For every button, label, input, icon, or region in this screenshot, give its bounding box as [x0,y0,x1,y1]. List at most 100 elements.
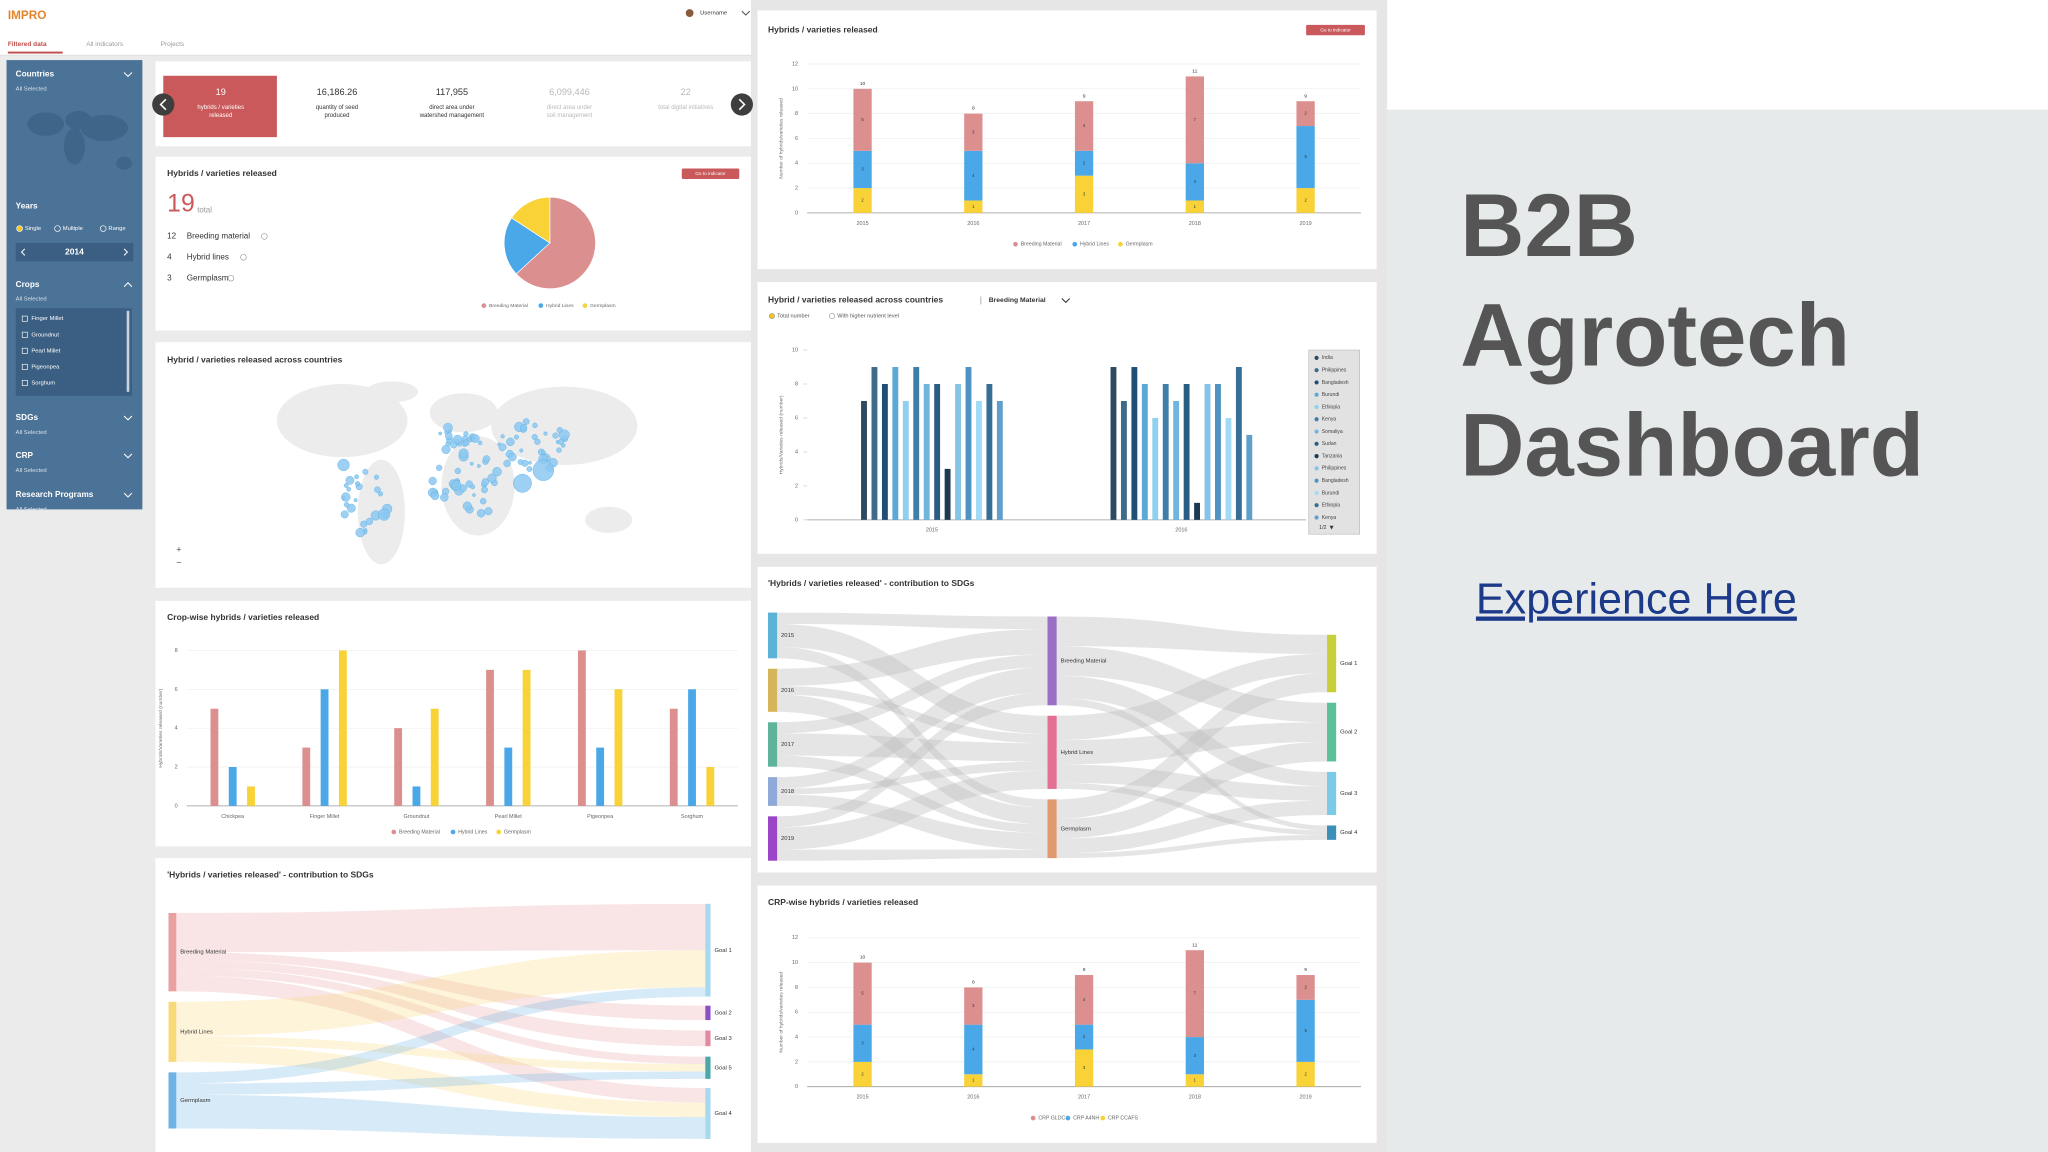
bar-segment [1296,188,1315,213]
sankey-link [1056,782,1328,836]
user-name[interactable]: Username [700,11,727,17]
x-tick-label: 2017 [1078,221,1090,227]
radio-label: Multiple [63,226,83,232]
promo-title: B2B [1460,176,1638,275]
radio[interactable] [16,225,23,232]
kpi-nav-arrow [159,98,167,111]
bar-segment [1185,950,1204,1038]
radio[interactable] [768,313,775,320]
pie-slice [515,196,596,289]
sankey-link [1056,722,1328,765]
sankey-label: Goal 1 [714,948,731,954]
x-tick-label: 2015 [856,1095,868,1101]
indicator-button-label[interactable]: Go to indicator [695,171,726,176]
y-tick-label: 2 [795,483,798,489]
promo-link[interactable]: Experience Here [1476,576,1797,624]
pie-slice [503,217,551,275]
y-tick-label: 12 [792,61,798,67]
map-bubble [345,476,355,485]
map-bubble [453,434,463,445]
bar [577,650,586,806]
sidebar-map-shape [27,112,64,136]
legend-marker [1314,454,1319,459]
y-tick-label: 10 [792,86,798,92]
legend-label: CRP GLDC [1038,1115,1065,1121]
legend-label: Breeding Material [399,829,440,835]
kpi-value: 117,955 [436,87,468,97]
map-bubble [557,438,564,445]
land-shape [585,506,633,533]
map-bubble [362,468,369,475]
land-shape [491,386,638,465]
segment-label: 4 [972,1047,975,1052]
map-bubble [374,486,381,493]
map-bubble [476,509,486,518]
bar [1183,384,1190,520]
sankey-link [176,950,706,1037]
bar-segment [964,150,983,201]
card [757,566,1377,873]
checkbox[interactable] [21,347,28,354]
sankey-label: Goal 4 [1340,830,1358,836]
radio[interactable] [829,313,835,320]
map-bubble [484,507,493,516]
tab[interactable]: Filtered data [8,41,47,48]
segment-label: 5 [1304,154,1307,159]
sankey-link [1056,764,1328,801]
indicator-button-label[interactable]: Go to indicator [1320,27,1351,32]
bar [430,708,439,806]
bar [596,747,605,806]
y-tick-label: 0 [795,210,798,216]
year-select[interactable] [15,242,134,262]
total-label: 8 [972,980,975,986]
legend-label: Germplasm [1126,242,1153,248]
kpi-nav[interactable] [730,93,753,116]
tab[interactable]: Projects [161,41,185,48]
map-bubble [443,422,453,433]
legend-marker [1314,515,1319,520]
tab[interactable]: All indicators [86,41,124,48]
legend-marker [481,303,487,308]
map-bubble [479,498,487,505]
radio[interactable] [99,225,107,232]
checkbox[interactable] [21,331,28,338]
chevron [123,72,133,78]
kpi-nav[interactable] [152,93,175,116]
sankey-link [176,1094,706,1139]
map-bubble [503,459,511,468]
bar-segment [1185,1037,1204,1075]
checkbox[interactable] [21,315,28,322]
legend-page[interactable]: 1/2 [1319,525,1326,531]
x-tick-label: Finger Millet [310,814,340,820]
breakdown-value: 4 [167,252,172,261]
kpi-value: 16,186.26 [317,87,358,97]
logo: IMPRO [8,9,47,22]
card [757,282,1377,554]
bar [1204,384,1211,520]
zoom-out[interactable]: − [176,557,181,567]
checkbox[interactable] [21,363,28,370]
crop-scrollbar [126,310,130,392]
y-tick-label: 6 [175,687,178,693]
radio[interactable] [54,225,61,232]
bar-segment [1296,126,1315,189]
land-shape [429,393,498,433]
bar [486,669,494,806]
y-tick-label: 6 [795,415,798,421]
bar [944,468,951,520]
sankey-node [768,668,778,712]
legend-marker [1314,404,1319,410]
checkbox[interactable] [21,380,28,386]
legend-marker [538,303,544,308]
kpi-label: quantity of seed produced [316,105,358,119]
bar [1162,384,1169,520]
bar [338,650,347,806]
indicator-button[interactable] [1306,24,1365,36]
zoom-in[interactable]: + [176,544,181,554]
indicator-button[interactable] [681,168,740,179]
bar [1235,367,1242,520]
legend-marker [1314,368,1319,373]
dropdown[interactable]: Breeding Material [989,297,1046,304]
sankey-node [768,612,778,659]
